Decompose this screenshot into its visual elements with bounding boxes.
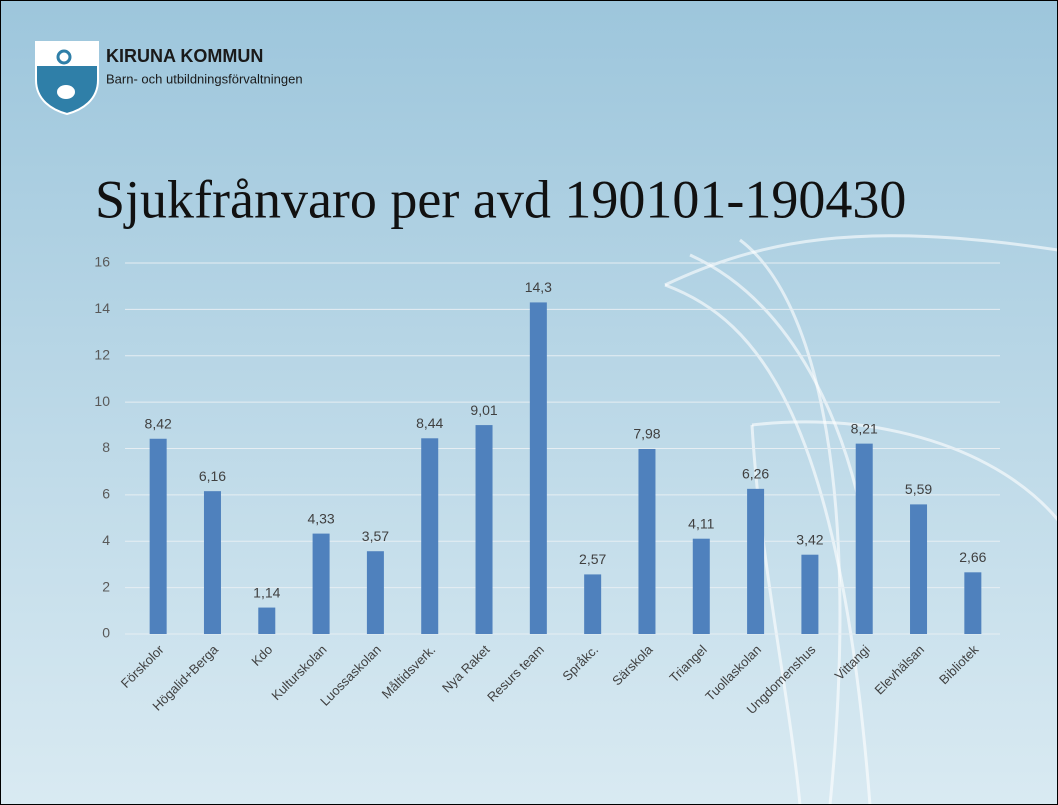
value-label: 8,42 — [145, 415, 172, 431]
bar — [204, 491, 221, 634]
value-label: 6,26 — [742, 466, 769, 482]
y-tick-label: 0 — [102, 625, 110, 641]
value-label: 3,42 — [796, 531, 823, 547]
y-tick-label: 2 — [102, 578, 110, 594]
value-label: 6,16 — [199, 468, 226, 484]
y-tick-label: 12 — [94, 346, 110, 362]
logo-title: KIRUNA KOMMUN — [106, 46, 263, 66]
logo-bird — [57, 85, 75, 99]
bar — [313, 534, 330, 634]
bar — [421, 438, 438, 634]
bar — [856, 444, 873, 634]
y-tick-label: 4 — [102, 532, 110, 548]
bar — [150, 439, 167, 634]
value-label: 2,57 — [579, 551, 606, 567]
value-label: 8,44 — [416, 415, 443, 431]
value-label: 5,59 — [905, 481, 932, 497]
value-label: 9,01 — [470, 402, 497, 418]
bar — [964, 572, 981, 634]
bar — [530, 302, 547, 634]
slide: KIRUNA KOMMUN Barn- och utbildningsförva… — [0, 0, 1058, 805]
bar — [584, 574, 601, 634]
y-tick-label: 10 — [94, 393, 110, 409]
bar — [910, 504, 927, 634]
value-label: 8,21 — [851, 420, 878, 436]
logo-subtitle: Barn- och utbildningsförvaltningen — [106, 71, 303, 86]
page: {"logo": {"title": "KIRUNA KOMMUN", "sub… — [0, 0, 1058, 805]
y-tick-label: 6 — [102, 486, 110, 502]
value-label: 4,11 — [688, 515, 714, 531]
value-label: 7,98 — [633, 426, 660, 442]
value-label: 1,14 — [253, 584, 280, 600]
value-label: 3,57 — [362, 528, 389, 544]
value-label: 14,3 — [525, 279, 552, 295]
bar — [476, 425, 493, 634]
bar — [801, 555, 818, 634]
bar — [638, 449, 655, 634]
value-label: 4,33 — [307, 510, 334, 526]
y-tick-label: 8 — [102, 439, 110, 455]
bar — [747, 489, 764, 634]
bar — [367, 551, 384, 634]
y-tick-label: 16 — [94, 254, 110, 270]
bar — [258, 608, 275, 634]
y-tick-label: 14 — [94, 300, 110, 316]
value-label: 2,66 — [959, 549, 986, 565]
chart-title: Sjukfrånvaro per avd 190101-190430 — [95, 169, 906, 229]
bar — [693, 539, 710, 634]
